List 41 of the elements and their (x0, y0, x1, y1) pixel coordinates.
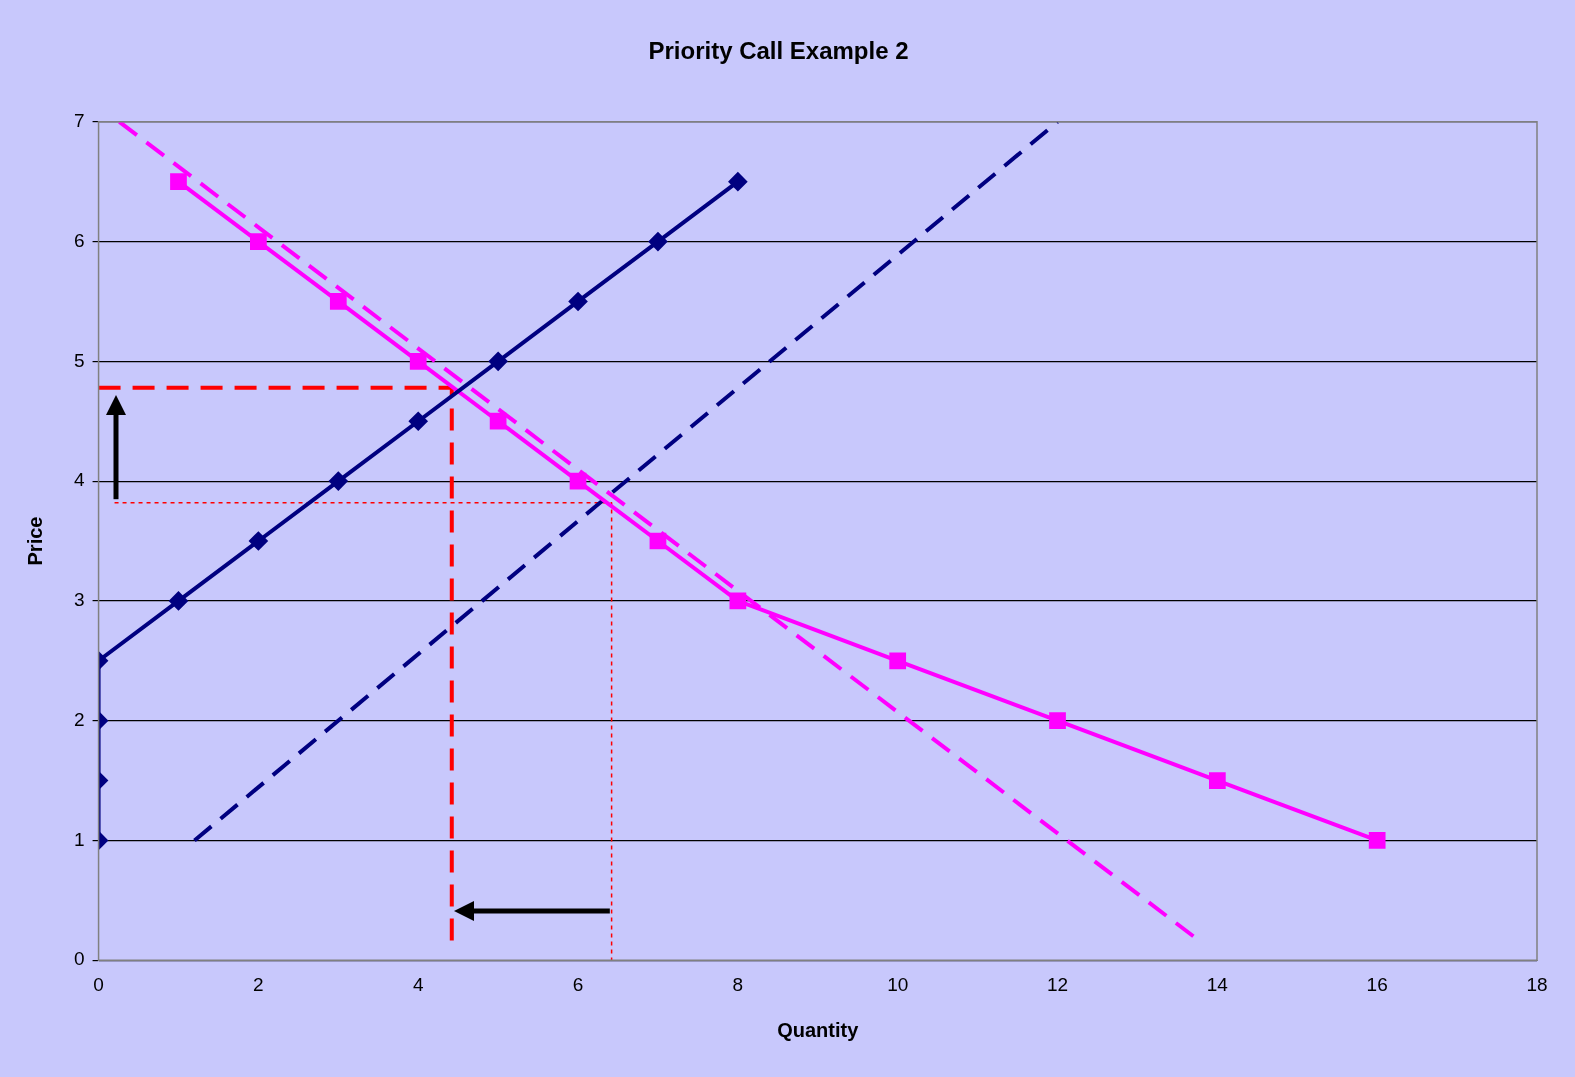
y-tick-label: 6 (73, 229, 85, 251)
y-axis-title: Price (23, 516, 46, 566)
point (329, 472, 348, 491)
point (249, 532, 268, 550)
point (729, 592, 747, 610)
point (1368, 832, 1386, 849)
point (649, 532, 667, 550)
x-tick-label: 16 (1366, 973, 1388, 995)
x-tick-label: 8 (732, 973, 744, 995)
y-tick-label: 0 (73, 948, 85, 970)
chart-title: Priority Call Example 2 (648, 37, 909, 65)
y-tick-label: 2 (73, 708, 85, 730)
x-tick-label: 10 (887, 973, 909, 995)
y-tick-label: 5 (73, 349, 85, 371)
x-tick-label: 6 (572, 973, 584, 995)
point (489, 412, 507, 430)
y-tick-label: 3 (73, 589, 85, 611)
point (728, 172, 747, 191)
point (409, 412, 428, 431)
x-tick-label: 0 (93, 973, 104, 995)
y-tick-label: 7 (73, 110, 85, 132)
point (1049, 712, 1066, 730)
point (889, 652, 907, 670)
x-axis-title: Quantity (777, 1018, 860, 1041)
x-tick-label: 14 (1206, 973, 1229, 995)
x-tick-label: 4 (412, 973, 424, 995)
x-tick-label: 2 (253, 973, 264, 995)
y-tick-label: 4 (73, 469, 85, 491)
point (409, 352, 427, 370)
point (250, 233, 267, 250)
point (329, 293, 347, 310)
point (569, 292, 588, 311)
point (489, 352, 508, 371)
x-tick-label: 18 (1526, 973, 1548, 995)
x-tick-label: 12 (1046, 973, 1069, 995)
point (1208, 772, 1226, 789)
y-tick-label: 1 (73, 828, 85, 850)
point (648, 232, 667, 251)
point (170, 173, 187, 191)
point (569, 472, 587, 490)
point (169, 591, 188, 610)
